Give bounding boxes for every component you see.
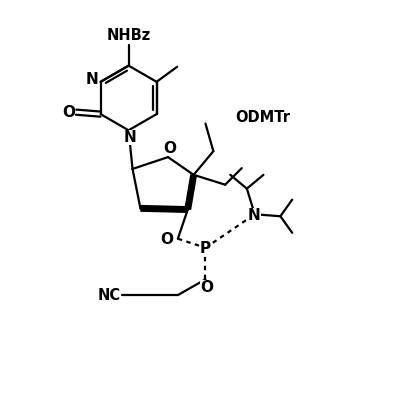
Text: P: P [200, 241, 211, 256]
Text: N: N [248, 208, 261, 224]
Text: NHBz: NHBz [107, 28, 151, 43]
Text: O: O [164, 141, 177, 156]
Text: NC: NC [97, 287, 120, 303]
Text: O: O [161, 232, 174, 247]
Text: N: N [85, 71, 98, 87]
Text: ODMTr: ODMTr [235, 110, 290, 125]
Text: O: O [200, 281, 213, 295]
Text: N: N [124, 130, 137, 145]
Text: O: O [62, 105, 75, 119]
